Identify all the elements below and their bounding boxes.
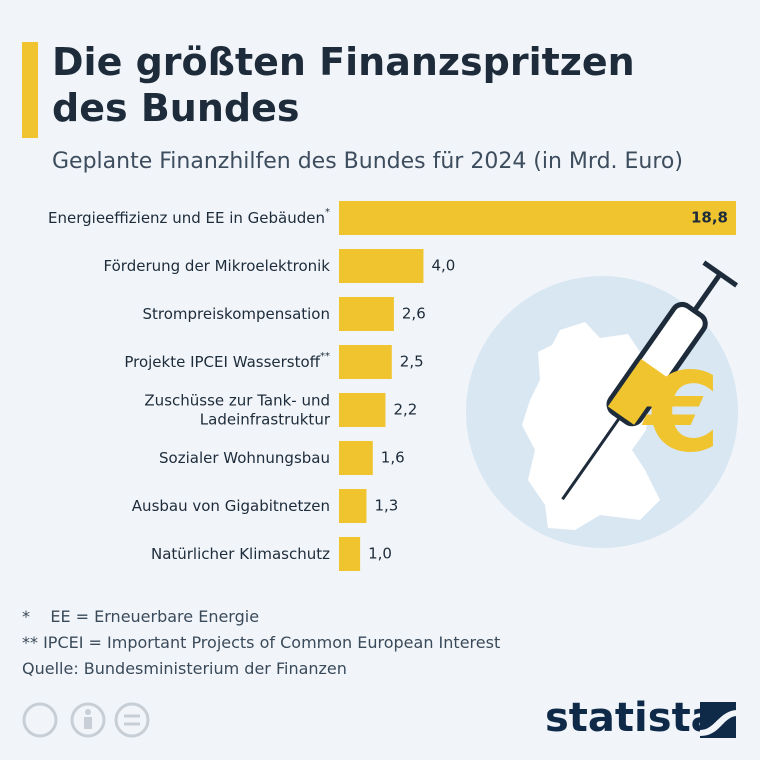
- category-label: Sozialer Wohnungsbau: [159, 449, 330, 467]
- bar: [339, 393, 386, 427]
- value-label: 18,8: [691, 209, 728, 227]
- value-label: 2,5: [400, 353, 424, 371]
- bar: [339, 537, 361, 571]
- chart-title: Die größten Finanzspritzen des Bundes: [52, 40, 635, 130]
- category-label: Projekte IPCEI Wasserstoff**: [124, 351, 330, 371]
- value-label: 1,6: [381, 449, 405, 467]
- bar: [339, 441, 373, 475]
- logo-icon: [700, 702, 736, 738]
- value-label: 4,0: [431, 257, 455, 275]
- chart-subtitle: Geplante Finanzhilfen des Bundes für 202…: [52, 149, 683, 174]
- category-label: Zuschüsse zur Tank- und Ladeinfrastruktur: [144, 391, 330, 428]
- bar: [339, 345, 392, 379]
- bar: [339, 297, 394, 331]
- footnote: ** IPCEI = Important Projects of Common …: [22, 633, 500, 652]
- footnote: * EE = Erneuerbare Energie: [22, 607, 259, 626]
- logo-text: statista: [545, 695, 718, 741]
- illustration: €: [466, 260, 739, 548]
- category-label: Ausbau von Gigabitnetzen: [132, 497, 330, 515]
- value-label: 1,0: [368, 545, 392, 563]
- title-accent: [22, 42, 38, 138]
- footnote: Quelle: Bundesministerium der Finanzen: [22, 659, 347, 678]
- value-label: 1,3: [374, 497, 398, 515]
- value-label: 2,2: [393, 401, 417, 419]
- category-label: Natürlicher Klimaschutz: [151, 545, 330, 563]
- category-label: Strompreiskompensation: [142, 305, 330, 323]
- license-icons: [22, 702, 150, 738]
- bar: [339, 489, 367, 523]
- category-label: Förderung der Mikroelektronik: [104, 257, 331, 275]
- bar: [339, 201, 736, 235]
- category-label: Energieeffizienz und EE in Gebäuden*: [48, 207, 330, 227]
- value-label: 2,6: [402, 305, 426, 323]
- bar: [339, 249, 424, 283]
- svg-text:€: €: [641, 348, 721, 476]
